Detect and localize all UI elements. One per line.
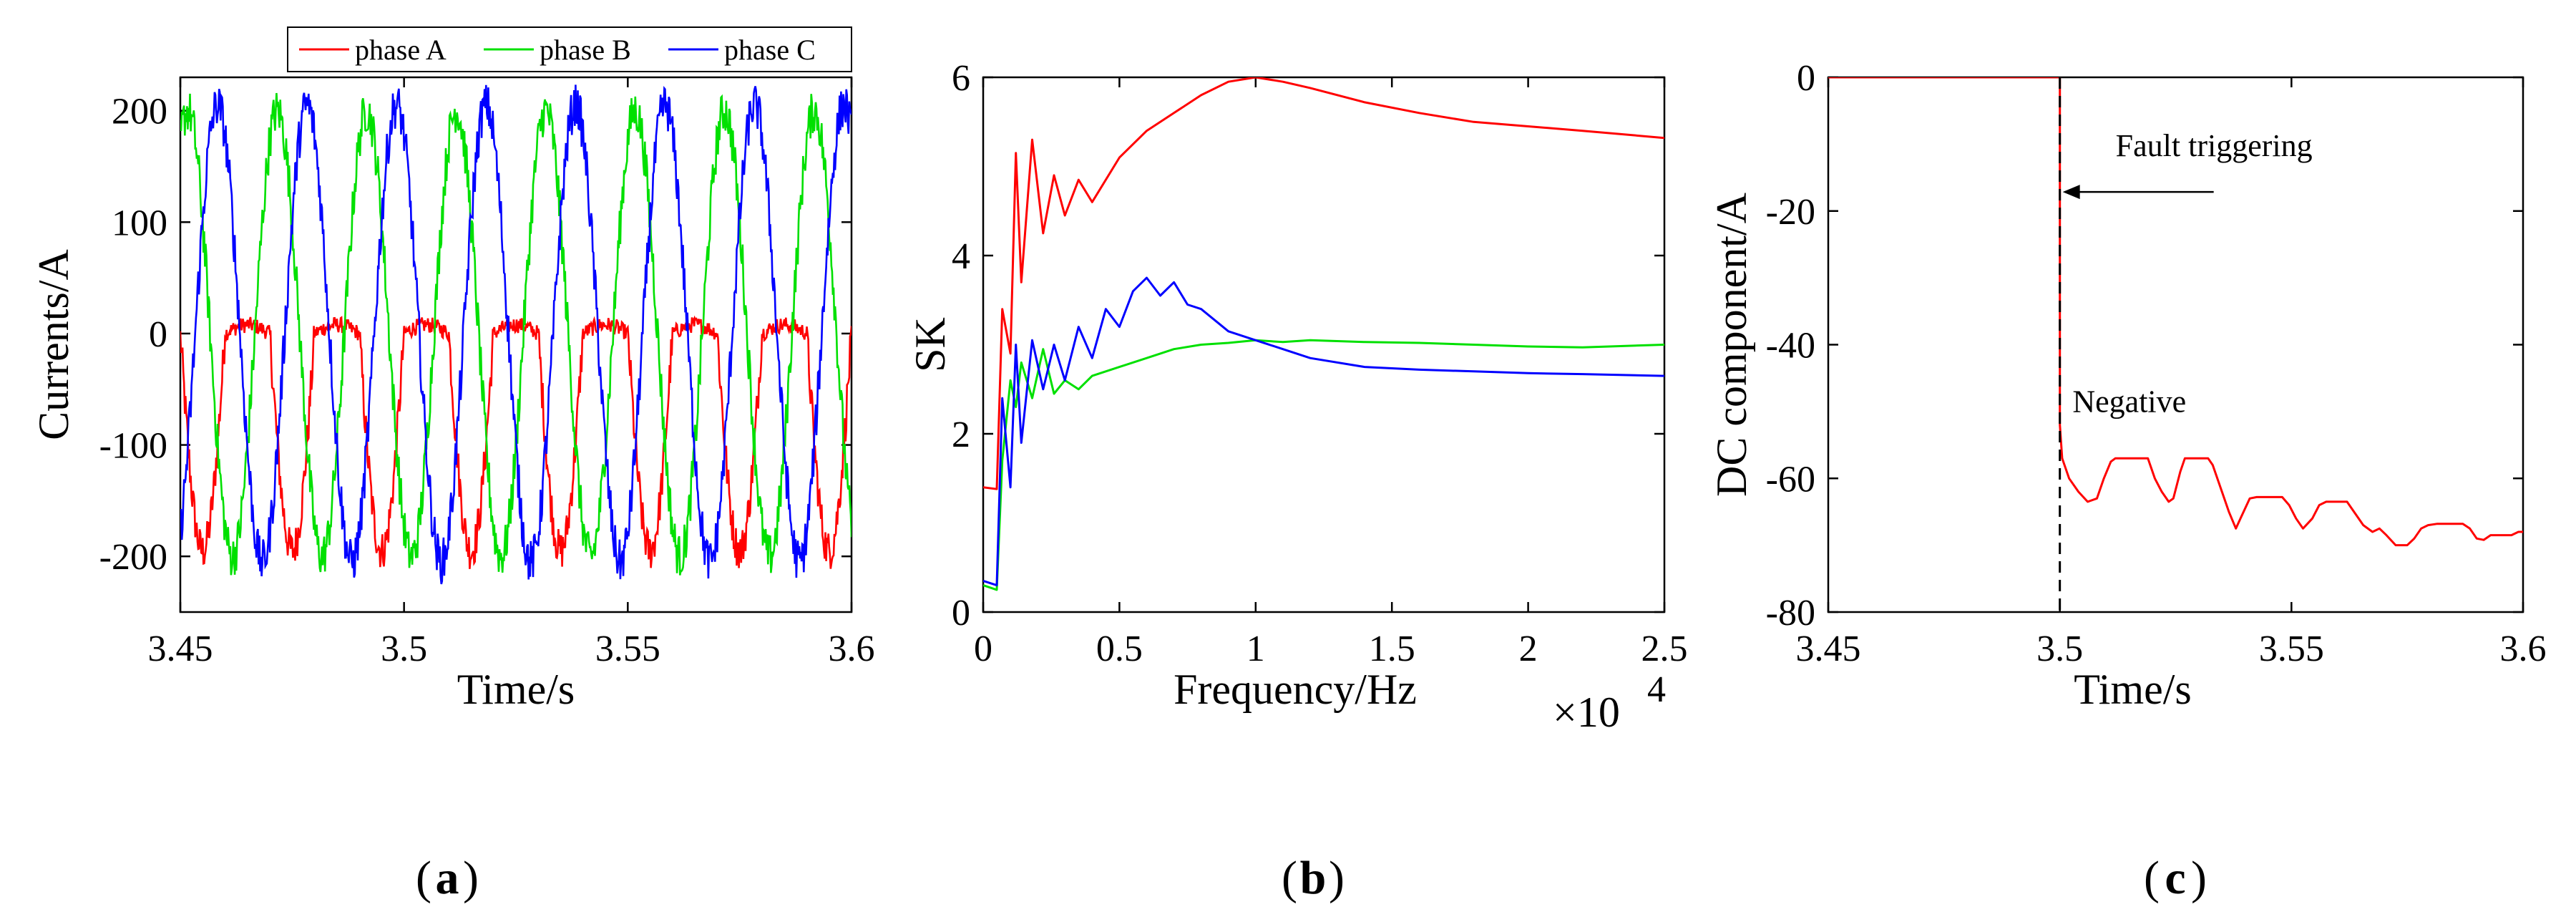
a-xtick-label: 3.45 — [148, 629, 213, 669]
a-series-line-phase-c — [180, 84, 852, 585]
b-caption: ( — [1282, 852, 1297, 904]
panel-b-spectral-kurtosis: 0 0.5 1 1.5 2 2.5 0 2 4 6 Frequency/Hz ×10 4 SK (b) — [907, 58, 1688, 904]
a-legend: phase A phase B phase C — [287, 26, 852, 72]
a-caption: ( — [416, 852, 431, 904]
c-xtick-label: 3.6 — [2500, 629, 2547, 669]
b-series-line-phase-b — [983, 339, 1664, 591]
a-series-line-phase-a — [180, 315, 852, 569]
a-x-axis-label: Time/s — [457, 666, 575, 713]
a-y-axis-label: Currents/A — [30, 249, 77, 440]
a-ytick-label: 0 — [149, 314, 167, 355]
b-x-multiplier-exponent: 4 — [1647, 669, 1666, 710]
a-legend-label: phase C — [724, 34, 816, 66]
b-series-line-phase-a — [983, 77, 1664, 490]
b-series-group — [983, 77, 1664, 591]
a-caption-letter: a — [436, 852, 459, 904]
c-negative-annotation: Negative — [2072, 384, 2186, 419]
b-xtick-label: 1 — [1246, 629, 1265, 669]
c-series-line-dc-component — [1828, 77, 2523, 547]
c-y-axis-label: DC component/A — [1708, 193, 1755, 497]
panel-c-dc-component: 3.45 3.5 3.55 3.6 -80 -60 -40 -20 0 Fault trigger… — [1708, 58, 2547, 904]
b-x-axis-label: Frequency/Hz — [1174, 666, 1417, 713]
c-caption: ( — [2144, 852, 2160, 904]
c-ytick-label: 0 — [1797, 58, 1815, 99]
b-ytick-label: 4 — [952, 236, 970, 277]
b-series-line-phase-c — [983, 276, 1664, 587]
c-xtick-label: 3.45 — [1796, 629, 1861, 669]
b-xtick-label: 2 — [1519, 629, 1538, 669]
a-legend-label: phase B — [540, 34, 631, 66]
b-xtick-label: 1.5 — [1369, 629, 1415, 669]
b-xtick-label: 0 — [974, 629, 992, 669]
c-caption-letter: c — [2165, 852, 2185, 904]
c-series-group — [1828, 77, 2523, 547]
a-xtick-label: 3.6 — [829, 629, 875, 669]
b-ytick-label: 2 — [952, 414, 970, 455]
b-xtick-label: 2.5 — [1641, 629, 1688, 669]
b-y-axis-label: SK — [907, 317, 954, 372]
b-ytick-label: 0 — [952, 593, 970, 634]
b-ytick-label: 6 — [952, 58, 970, 99]
b-caption-letter: b — [1300, 852, 1327, 904]
c-caption-close: ) — [2191, 852, 2207, 904]
c-fault-arrow-head — [2062, 185, 2080, 200]
b-caption-close: ) — [1329, 852, 1345, 904]
c-fault-annotation: Fault triggering — [2116, 128, 2313, 163]
c-x-axis-label: Time/s — [2074, 666, 2192, 713]
b-xtick-label: 0.5 — [1096, 629, 1143, 669]
a-legend-label: phase A — [355, 34, 447, 66]
c-ytick-label: -80 — [1766, 593, 1815, 634]
c-xtick-label: 3.5 — [2036, 629, 2083, 669]
a-xtick-label: 3.55 — [595, 629, 660, 669]
c-xtick-label: 3.55 — [2259, 629, 2324, 669]
b-x-multiplier: ×10 — [1553, 689, 1620, 736]
a-ytick-label: 100 — [112, 203, 167, 243]
c-ytick-label: -40 — [1766, 326, 1815, 367]
a-ytick-label: 200 — [112, 92, 167, 132]
c-ytick-label: -60 — [1766, 459, 1815, 500]
a-series-group — [180, 84, 852, 585]
a-ytick-label: -200 — [99, 537, 167, 578]
a-ytick-label: -100 — [99, 426, 167, 467]
a-caption-close: ) — [463, 852, 479, 904]
a-legend-box — [287, 26, 852, 72]
a-axes-frame — [179, 76, 853, 613]
c-ytick-label: -20 — [1766, 192, 1815, 233]
a-xtick-label: 3.5 — [381, 629, 427, 669]
